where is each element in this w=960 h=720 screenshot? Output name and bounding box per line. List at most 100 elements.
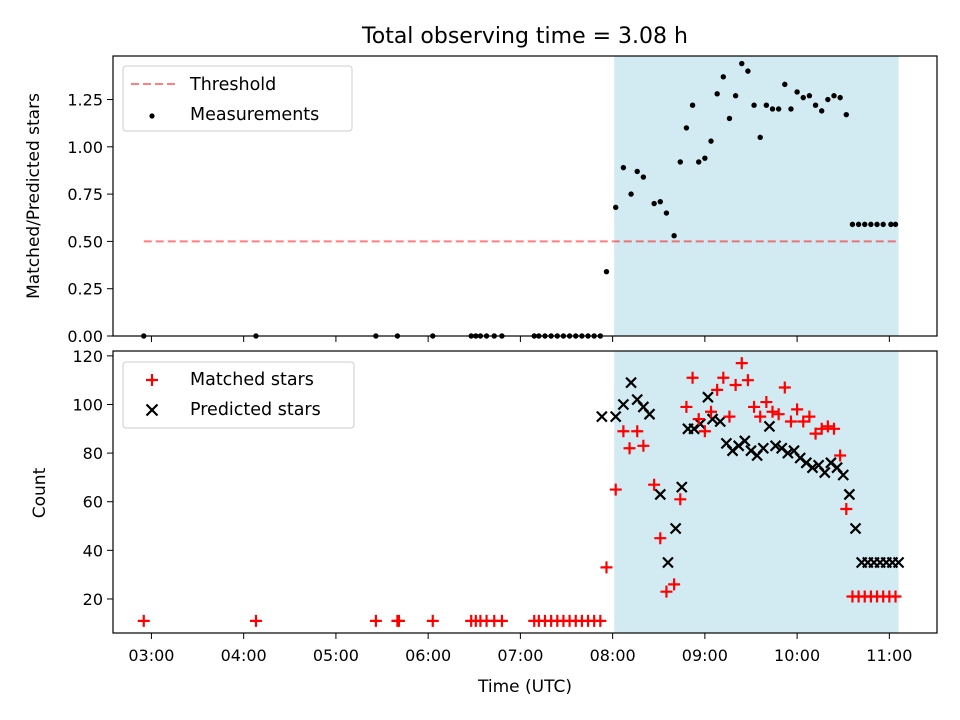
measurement-point — [720, 74, 727, 80]
matched-star-point — [741, 374, 754, 387]
measurement-point — [634, 168, 640, 175]
matched-star-point — [760, 396, 773, 409]
measurement-point — [855, 221, 862, 228]
measurement-point — [800, 94, 806, 101]
bottom-axes-frame — [112, 350, 938, 634]
top-observing-span — [614, 56, 899, 336]
matched-star-point — [791, 403, 804, 416]
measurement-point — [880, 221, 886, 228]
x-tick-label: 11:00 — [866, 646, 912, 665]
measurement-point — [745, 68, 751, 74]
matched-star-point — [766, 405, 779, 418]
measurement-point — [769, 106, 776, 112]
bottom-panel: 20 40 60 80 100 120 03:00 04:00 05:00 06:00 07:00… — [30, 347, 938, 697]
matched-star-point — [778, 381, 791, 394]
measurement-point — [843, 111, 849, 118]
bottom-y-tick-label: 100 — [72, 395, 103, 414]
measurement-point — [689, 102, 696, 108]
measurement-point — [757, 134, 763, 141]
chart-title: Total observing time = 3.08 h — [361, 24, 688, 49]
measurement-point — [620, 164, 627, 171]
matched-star-point — [426, 614, 439, 627]
predicted-star-point — [714, 415, 727, 428]
top-legend: Threshold Measurements — [122, 65, 353, 132]
matched-star-point — [631, 425, 644, 438]
measurement-point — [663, 210, 670, 216]
matched-star-point — [600, 561, 613, 574]
matched-star-point — [674, 493, 687, 506]
x-tick-label: 03:00 — [128, 646, 174, 665]
predicted-star-point — [706, 413, 719, 425]
measurement-point — [862, 221, 868, 228]
x-tick-label: 07:00 — [497, 646, 543, 665]
measurement-point — [751, 102, 757, 108]
top-y-tick-label: 0.00 — [67, 327, 103, 346]
measurement-point — [739, 60, 745, 67]
top-x-axis — [150, 336, 890, 342]
top-y-tick-label: 0.75 — [67, 185, 103, 204]
predicted-star-point — [662, 556, 674, 569]
measurement-point — [837, 94, 843, 101]
predicted-star-point — [625, 376, 637, 389]
matched-star-point — [495, 614, 508, 627]
matched-star-point — [803, 410, 816, 423]
x-axis-label: Time (UTC) — [477, 677, 572, 697]
top-y-axis: 0.00 0.25 0.50 0.75 1.00 1.25 — [67, 91, 113, 346]
legend-predicted-label: Predicted stars — [190, 400, 321, 420]
measurement-point — [677, 159, 683, 165]
matched-star-point — [772, 408, 785, 421]
matched-star-point — [729, 379, 742, 392]
predicted-star-point — [818, 466, 831, 479]
predicted-star-point — [676, 481, 688, 493]
matched-star-point — [784, 415, 797, 428]
measurement-point — [874, 221, 880, 228]
matched-star-point — [617, 425, 630, 438]
predicted-star-point — [892, 556, 905, 569]
matched-star-point — [748, 400, 761, 413]
measurement-point — [888, 221, 894, 228]
matched-star-point — [654, 532, 667, 545]
matched-star-point — [686, 371, 699, 384]
predicted-star-point — [694, 418, 707, 430]
bottom-x-axis: 03:00 04:00 05:00 06:00 07:00 08:00 09:00 10:00… — [128, 633, 912, 665]
legend-threshold-label: Threshold — [189, 75, 276, 95]
matched-star-point — [648, 478, 661, 491]
predicted-star-point — [757, 442, 770, 455]
x-tick-label: 04:00 — [221, 646, 267, 665]
matched-star-point — [609, 483, 622, 496]
legend-matched-label: Matched stars — [190, 370, 314, 390]
matched-star-point — [840, 503, 853, 516]
predicted-star-point — [806, 461, 819, 474]
matched-star-point — [821, 420, 834, 433]
bottom-plot-area — [137, 357, 905, 627]
matched-star-point — [723, 410, 736, 423]
predicted-star-point — [769, 440, 782, 452]
legend-measurements-label: Measurements — [190, 105, 319, 125]
measurement-point — [788, 106, 794, 112]
matched-star-point — [692, 413, 705, 426]
predicted-star-point — [849, 522, 862, 535]
matched-star-point — [705, 405, 718, 418]
bottom-y-tick-label: 60 — [83, 493, 103, 512]
top-y-tick-label: 0.25 — [67, 280, 103, 299]
measurement-point — [613, 204, 619, 211]
measurement-point — [702, 155, 708, 161]
measurement-point — [651, 200, 657, 207]
x-tick-label: 05:00 — [313, 646, 359, 665]
measurement-point — [726, 115, 733, 122]
predicted-star-point — [739, 435, 751, 447]
bottom-y-tick-label: 80 — [83, 444, 103, 463]
predicted-star-point — [782, 447, 794, 459]
x-tick-label: 09:00 — [682, 646, 728, 665]
top-y-axis-label: Matched/Predicted stars — [24, 93, 44, 299]
measurement-point — [849, 221, 856, 228]
measurement-point — [775, 106, 782, 112]
measurement-point — [714, 91, 720, 97]
measurement-point — [696, 159, 702, 165]
measurement-point — [812, 102, 819, 108]
predicted-star-point — [617, 398, 630, 411]
predicted-star-point — [763, 420, 776, 433]
x-tick-label: 08:00 — [590, 646, 636, 665]
bottom-y-axis-label: Count — [30, 467, 50, 518]
